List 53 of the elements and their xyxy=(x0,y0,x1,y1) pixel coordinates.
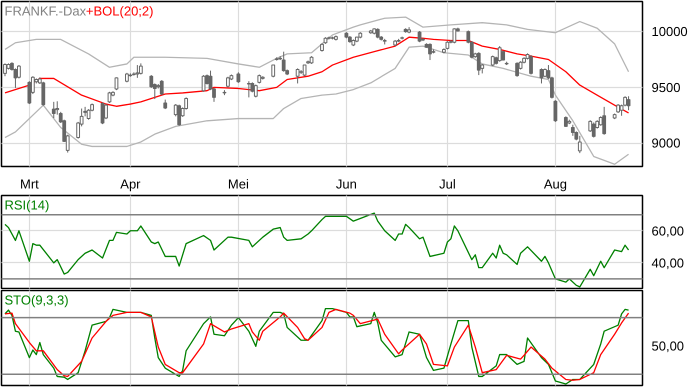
candlestick xyxy=(626,96,630,111)
candlestick xyxy=(602,106,606,136)
candlestick xyxy=(490,55,495,67)
candlestick xyxy=(104,104,108,120)
candlestick xyxy=(376,28,380,39)
x-tick-label: Jul xyxy=(439,176,456,192)
y-tick-label: 60,00 xyxy=(652,223,684,238)
text: +BOL(20;2) xyxy=(86,4,154,18)
candlestick xyxy=(570,124,575,136)
text: 50,00 xyxy=(652,338,684,354)
candlestick xyxy=(41,81,46,106)
candlestick xyxy=(564,116,568,128)
candlestick xyxy=(135,64,140,78)
candlestick xyxy=(540,68,544,84)
x-tick-label: Aug xyxy=(544,176,567,192)
candlestick xyxy=(529,54,533,76)
candlestick xyxy=(578,135,582,154)
candlestick xyxy=(246,80,251,98)
x-tick-label: Mrt xyxy=(20,176,40,192)
candlestick xyxy=(177,104,182,126)
candlestick xyxy=(282,51,286,72)
candlestick xyxy=(498,46,502,62)
candlestick xyxy=(202,74,206,92)
x-tick-label: Apr xyxy=(120,176,142,192)
y-tick-label: 10000 xyxy=(652,24,688,40)
x-tick-label: Mei xyxy=(228,176,249,192)
candlestick xyxy=(428,42,432,61)
candlestick xyxy=(452,28,456,44)
candlestick xyxy=(592,122,596,138)
candlestick xyxy=(125,72,129,83)
y-tick-label: 9500 xyxy=(652,80,680,95)
candlestick xyxy=(138,62,143,76)
y-tick-label: 9000 xyxy=(652,136,680,151)
candlestick xyxy=(296,68,300,84)
series-label: STO(9,3,3) xyxy=(4,292,69,308)
candlestick xyxy=(100,102,104,125)
y-tick-label: 40,00 xyxy=(652,255,684,270)
candlestick xyxy=(236,72,240,84)
candlestick xyxy=(163,99,168,110)
chart-title: FRANKF.-Dax xyxy=(4,4,87,18)
candlestick xyxy=(515,62,519,78)
candlestick xyxy=(52,101,56,119)
candlestick xyxy=(160,80,164,96)
x-tick-label: Jun xyxy=(336,176,357,192)
candlestick xyxy=(476,52,481,76)
candlestick xyxy=(226,76,230,88)
candlestick xyxy=(271,64,276,78)
candlestick xyxy=(108,91,112,104)
candlestick xyxy=(418,30,422,43)
series-label: RSI(14) xyxy=(4,198,50,212)
candlestick xyxy=(114,76,118,91)
candlestick xyxy=(554,100,558,122)
candlestick xyxy=(254,84,258,98)
